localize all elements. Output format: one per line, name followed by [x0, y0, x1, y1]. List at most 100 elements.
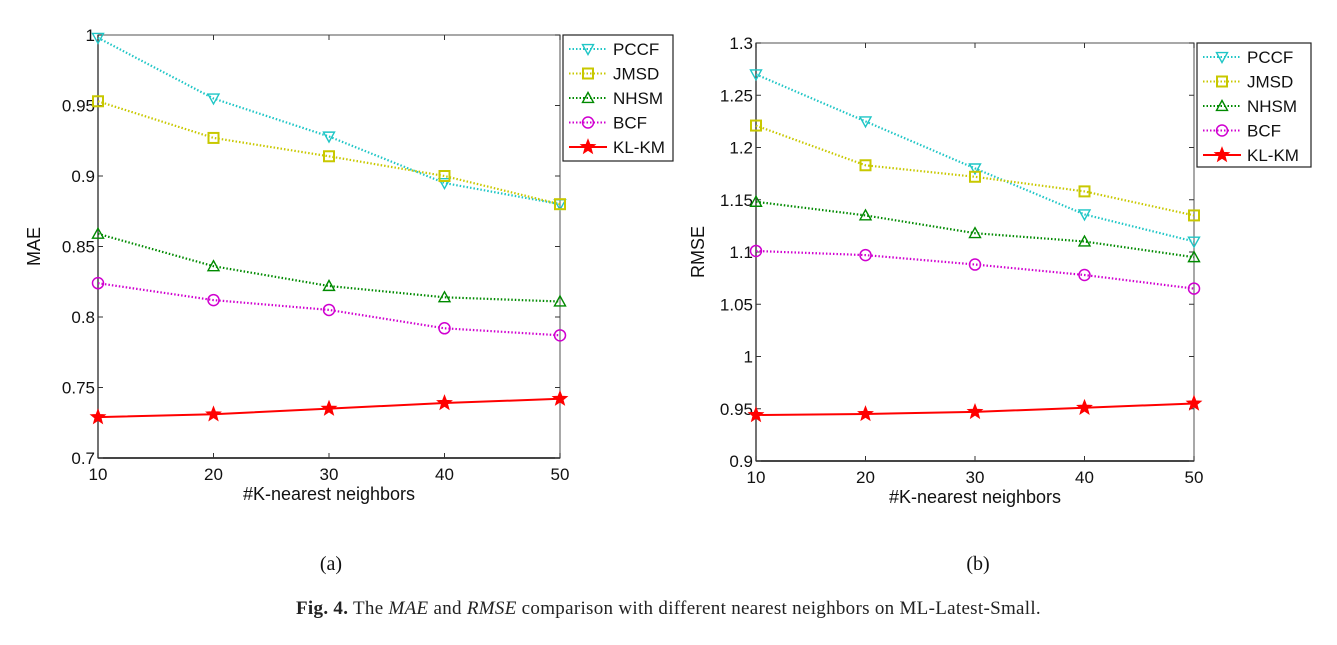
data-point	[1078, 185, 1091, 198]
series-line	[97, 100, 561, 206]
series-kl-km	[89, 389, 569, 425]
data-point	[747, 406, 765, 423]
data-point	[857, 405, 874, 422]
data-point	[89, 408, 107, 425]
legend-label: JMSD	[613, 65, 659, 84]
y-tick-label: 1	[744, 348, 753, 367]
legend-marker	[1213, 146, 1231, 163]
legend-item-bcf: BCF	[1203, 122, 1281, 141]
data-point	[438, 170, 451, 182]
data-point	[750, 119, 762, 132]
legend-marker	[1215, 124, 1229, 137]
legend-item-kl-km: KL-KM	[1203, 146, 1299, 165]
data-point	[1187, 282, 1201, 295]
x-tick-label: 10	[747, 468, 766, 487]
caption-text-3: comparison with different nearest neighb…	[516, 598, 1041, 619]
series-jmsd	[750, 119, 1200, 222]
data-point	[91, 226, 105, 239]
legend-marker	[581, 116, 595, 129]
data-point	[968, 163, 982, 176]
y-tick-label: 0.95	[720, 400, 753, 419]
series-line	[755, 200, 1195, 259]
data-point	[322, 131, 336, 144]
data-point	[322, 279, 336, 292]
data-point	[554, 198, 566, 211]
data-point	[1078, 268, 1091, 282]
legend-marker	[1216, 75, 1228, 88]
panel-label: (a)	[320, 553, 342, 575]
series-line	[97, 282, 561, 337]
data-point	[859, 248, 872, 262]
data-point	[1188, 209, 1200, 222]
x-tick-label: 30	[320, 465, 339, 484]
data-point	[1187, 250, 1201, 263]
series-pccf	[749, 69, 1201, 249]
legend-item-jmsd: JMSD	[569, 65, 659, 84]
data-point	[553, 294, 567, 307]
legend-label: NHSM	[1247, 97, 1297, 116]
series-nhsm	[749, 194, 1201, 263]
plot-area-frame	[97, 34, 561, 459]
legend-label: PCCF	[613, 40, 659, 59]
data-point	[320, 399, 338, 416]
y-tick-label: 0.7	[71, 449, 95, 468]
legend-item-kl-km: KL-KM	[569, 138, 665, 157]
series-pccf	[91, 32, 567, 212]
y-tick-label: 0.8	[71, 308, 95, 327]
legend-marker	[1215, 51, 1229, 64]
caption-rmse: RMSE	[466, 598, 517, 619]
legend-marker	[582, 67, 594, 80]
data-point	[858, 116, 873, 129]
series-nhsm	[91, 226, 567, 307]
data-point	[1077, 234, 1092, 247]
data-point	[966, 403, 984, 420]
legend-box	[1196, 42, 1312, 168]
legend-item-bcf: BCF	[569, 114, 647, 133]
series-bcf	[749, 244, 1201, 295]
y-tick-label: 1.1	[729, 243, 753, 262]
series-line	[755, 124, 1195, 217]
data-point	[749, 69, 763, 82]
data-point	[322, 303, 336, 317]
y-axis-label: RMSE	[688, 226, 708, 278]
x-axis-label: #K-nearest neighbors	[243, 484, 415, 504]
data-point	[207, 293, 220, 307]
data-point	[553, 329, 567, 342]
caption-mae: MAE	[388, 598, 429, 619]
data-point	[858, 208, 873, 221]
data-point	[207, 131, 220, 144]
data-point	[1187, 236, 1201, 249]
figure-caption: Fig. 4. The MAE and RMSE comparison with…	[0, 598, 1337, 620]
data-point	[859, 159, 872, 172]
plot-area-frame	[755, 42, 1195, 462]
y-tick-label: 0.9	[729, 452, 753, 471]
data-point	[205, 405, 222, 422]
caption-text-2: and	[428, 598, 467, 619]
series-bcf	[91, 276, 567, 342]
y-tick-label: 0.85	[62, 238, 95, 257]
y-tick-label: 1	[86, 26, 95, 45]
x-tick-label: 10	[89, 465, 108, 484]
legend-label: KL-KM	[613, 138, 665, 157]
legend-label: BCF	[1247, 122, 1281, 141]
y-axis-label: MAE	[24, 227, 44, 266]
data-point	[969, 170, 981, 183]
series-line	[755, 73, 1195, 243]
chart-panel-mae: 10 20 30 40 50 0.7 0.75 0.8 0.85 0.9 0.95 1 #K-neare…	[24, 26, 674, 575]
data-point	[438, 322, 451, 335]
legend: PCCF JMSD NHSM BCF KL-KM	[1196, 42, 1312, 168]
legend-marker	[581, 43, 595, 56]
series-jmsd	[92, 95, 566, 211]
data-point	[206, 259, 221, 272]
legend-item-pccf: PCCF	[1203, 48, 1293, 67]
data-point	[1185, 394, 1203, 411]
x-axis-label: #K-nearest neighbors	[889, 487, 1061, 507]
x-tick-label: 30	[966, 468, 985, 487]
legend-marker	[579, 138, 597, 155]
legend-label: JMSD	[1247, 73, 1293, 92]
legend-item-nhsm: NHSM	[1203, 97, 1297, 116]
legend-item-jmsd: JMSD	[1203, 73, 1293, 92]
series-kl-km	[747, 394, 1203, 423]
chart-panel-rmse: 10 20 30 40 50 0.9 0.95 1 1.05 1.1 1.15 1.2 1.25 1.3 #…	[688, 34, 1312, 575]
legend-label: PCCF	[1247, 48, 1293, 67]
